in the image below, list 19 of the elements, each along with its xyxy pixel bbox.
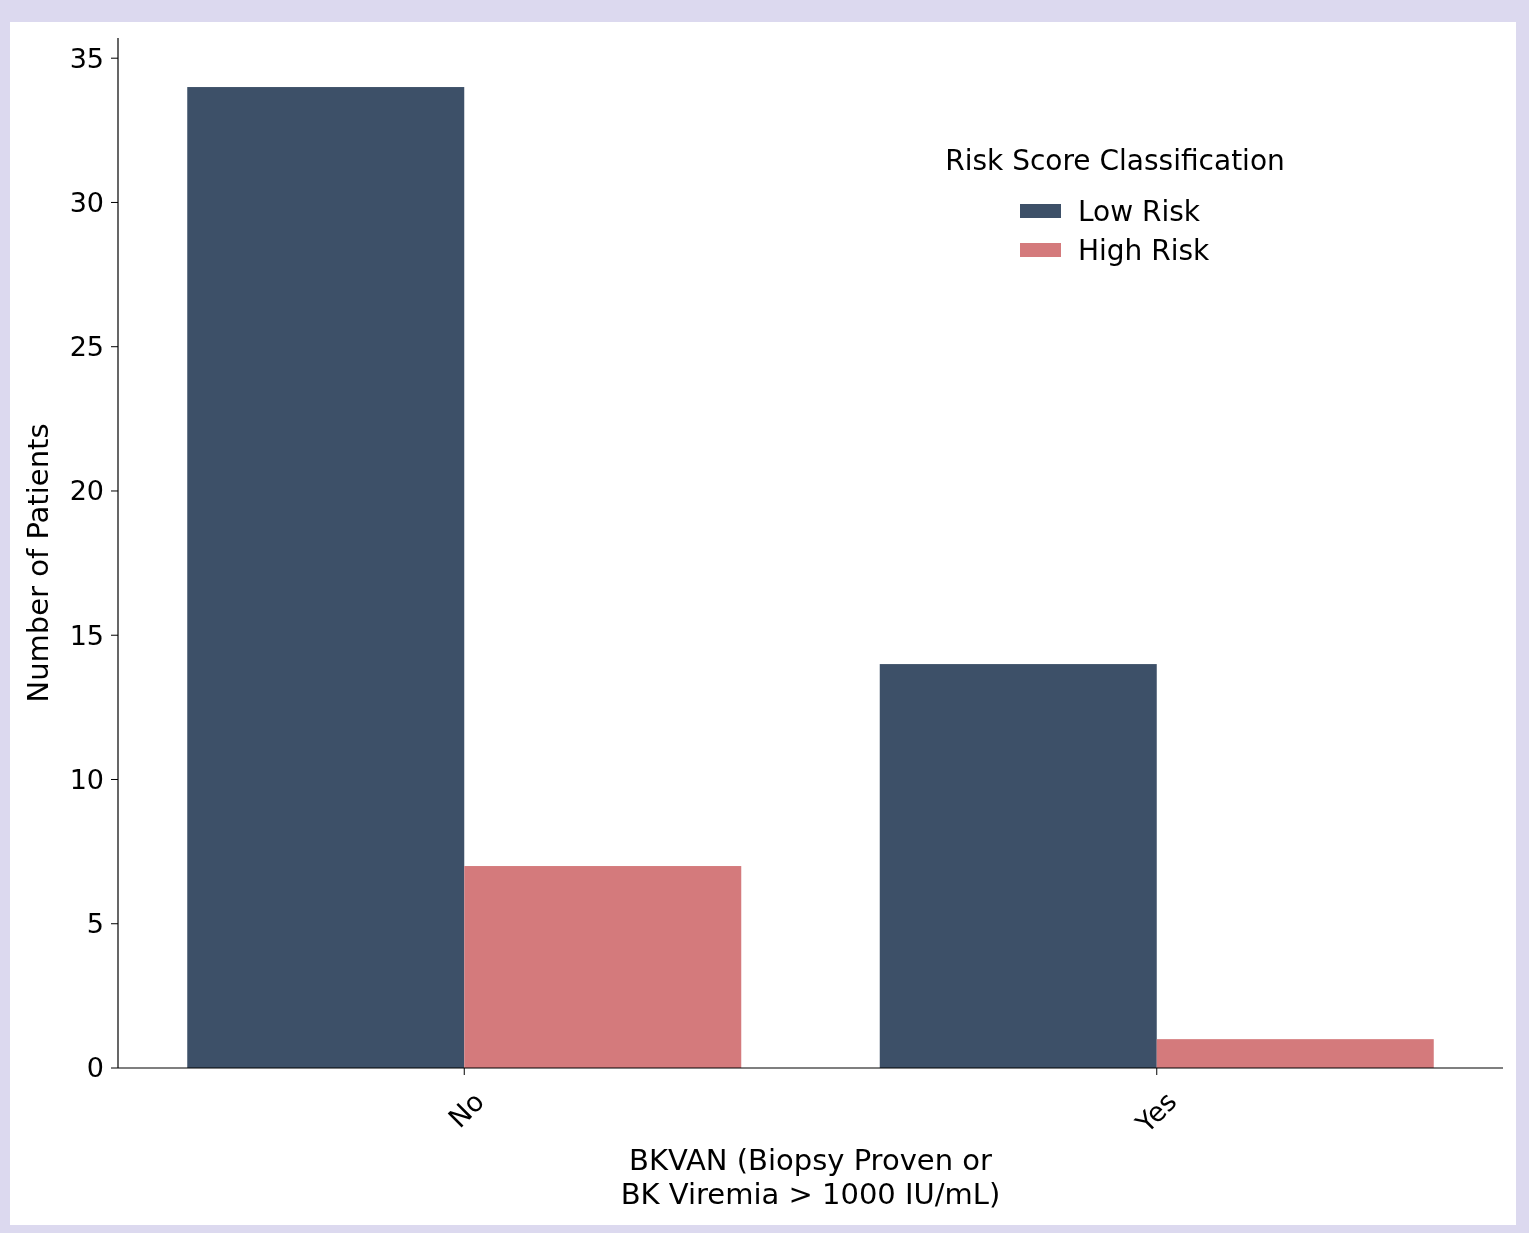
bar — [464, 866, 742, 1068]
x-tick-label: Yes — [1128, 1085, 1183, 1140]
y-tick-label: 20 — [69, 475, 104, 507]
legend-title: Risk Score Classification — [945, 144, 1285, 177]
y-tick-label: 0 — [86, 1052, 104, 1084]
y-tick-label: 5 — [86, 908, 104, 940]
legend-label: Low Risk — [1078, 194, 1201, 228]
y-tick-label: 10 — [69, 763, 104, 795]
y-axis-title: Number of Patients — [21, 423, 55, 703]
y-tick-label: 35 — [69, 42, 104, 74]
y-tick-label: 25 — [69, 331, 104, 363]
x-axis-title: BKVAN (Biopsy Proven or BK Viremia > 1000 IU/mL) — [620, 1143, 1001, 1211]
x-tick-label: No — [441, 1085, 490, 1134]
legend-label: High Risk — [1078, 233, 1211, 267]
y-tick-label: 15 — [69, 619, 104, 651]
bar — [187, 87, 465, 1068]
bar — [1156, 1039, 1434, 1068]
y-tick-label: 30 — [69, 186, 104, 218]
bar — [879, 664, 1157, 1068]
